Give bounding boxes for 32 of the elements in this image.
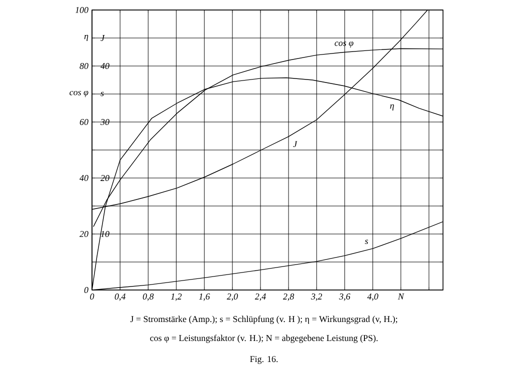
y2-tick-label: 40	[100, 62, 110, 70]
x-tick-label: 0	[90, 294, 94, 300]
series-label: J	[293, 141, 298, 148]
x-tick-label: 2,4	[254, 294, 266, 301]
x-tick-label: 3,2	[311, 294, 322, 301]
text: cos φ = Leistungsfaktor (v. H.); N = abgegebene Leistung (PS).	[150, 334, 378, 343]
y-tick-label: cos φ	[70, 90, 88, 98]
text: J = Stromstärke (Amp.); s = Schlüpfung (v. H ); η = Wirkungsgrad (v, H.);	[130, 316, 398, 324]
x-tick-label: 3,6	[339, 294, 350, 301]
x-tick-label: 1,6	[199, 294, 210, 301]
y-tick-label: 100	[75, 6, 88, 14]
y-tick-label: 80	[80, 62, 88, 70]
y-tick-label: η	[84, 34, 88, 42]
y2-tick-label: 30	[100, 118, 110, 126]
x-tick-label: N	[398, 294, 404, 300]
y-tick-label: 0	[84, 286, 88, 294]
x-tick-label: 1,2	[170, 294, 182, 301]
x-tick-label: 0,8	[142, 294, 154, 301]
caption: Fig. 16.	[250, 356, 278, 364]
x-tick-label: 4,0	[367, 294, 378, 301]
y-tick-label: 20	[80, 230, 88, 238]
x-tick-label: 2,8	[282, 294, 294, 301]
y2-tick-label: 10	[100, 230, 110, 238]
y2-tick-label: 20	[100, 174, 110, 182]
y2-tick-label: J	[100, 35, 105, 41]
series-label: η	[390, 104, 394, 111]
x-tick-label: 2,0	[226, 294, 238, 301]
series-label: s	[364, 240, 368, 244]
y2-tick-label: s	[100, 92, 104, 96]
y-tick-label: 60	[80, 118, 88, 126]
x-tick-label: 0,4	[114, 294, 126, 301]
y-tick-label: 40	[80, 174, 88, 182]
